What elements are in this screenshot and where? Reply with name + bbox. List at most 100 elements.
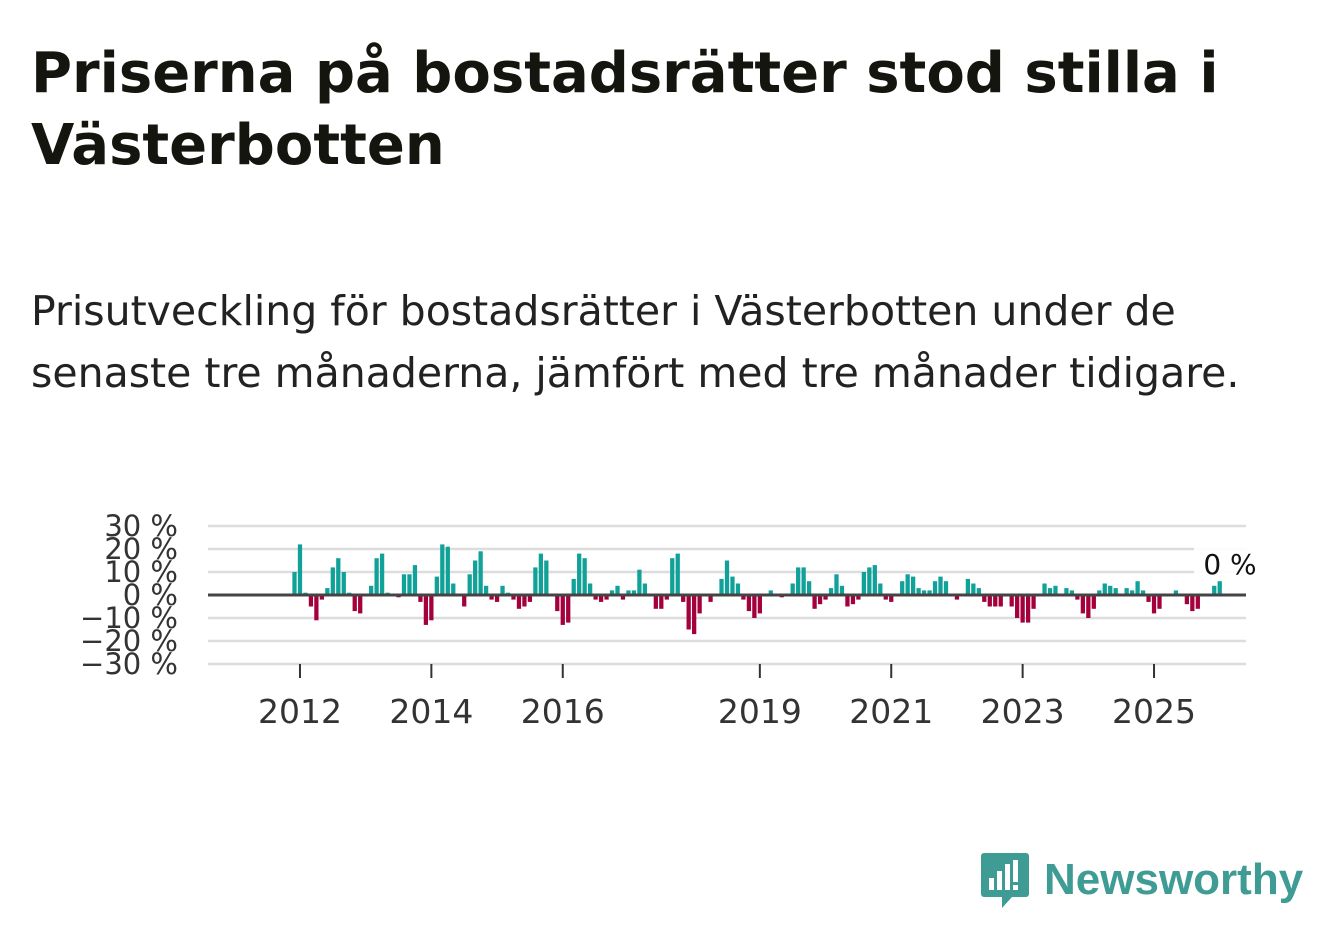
bars <box>292 544 1222 635</box>
bar <box>538 553 543 595</box>
bar <box>1075 595 1080 600</box>
bar <box>856 595 861 600</box>
bar <box>1091 595 1096 609</box>
bar <box>746 595 752 612</box>
bar <box>1020 595 1025 623</box>
bar <box>943 581 949 595</box>
bar <box>796 567 801 595</box>
bar <box>516 595 522 609</box>
bar <box>604 595 609 600</box>
bar <box>352 595 357 612</box>
bar <box>735 583 741 595</box>
bar <box>954 595 960 600</box>
bar <box>1184 595 1190 605</box>
bar <box>544 560 549 595</box>
bar <box>1042 583 1047 595</box>
bar <box>451 583 456 595</box>
bar <box>861 572 867 595</box>
bar <box>358 595 363 614</box>
bar <box>637 569 642 595</box>
bar <box>582 558 587 595</box>
bar <box>1080 595 1085 614</box>
annotations: 0 % <box>1194 544 1266 581</box>
bar <box>708 595 713 602</box>
bar <box>1217 581 1222 595</box>
bar <box>587 583 593 595</box>
bar <box>478 551 483 595</box>
bar <box>801 567 806 595</box>
bar <box>522 595 527 607</box>
bar <box>768 590 773 595</box>
bar <box>982 595 987 602</box>
bar <box>719 578 724 595</box>
bar <box>883 595 888 600</box>
bar <box>812 595 817 609</box>
bar <box>900 581 905 595</box>
bar <box>664 595 669 600</box>
y-tick-label: 30 % <box>104 509 178 543</box>
bar <box>319 595 325 600</box>
bar <box>730 576 735 595</box>
bar <box>823 595 828 600</box>
bar <box>330 567 335 595</box>
bar <box>1173 590 1179 595</box>
bar <box>1047 588 1053 595</box>
newsworthy-logo-text: Newsworthy <box>1044 855 1304 904</box>
bar <box>1212 585 1217 595</box>
x-tick-label: 2023 <box>981 692 1065 731</box>
bar <box>577 553 582 595</box>
bar <box>653 595 658 609</box>
chart-title: Priserna på bostadsrätter stod stilla i … <box>31 41 1219 178</box>
bar <box>1140 590 1146 595</box>
bar <box>1108 585 1113 595</box>
bar <box>555 595 560 612</box>
bar <box>615 585 620 595</box>
bar <box>473 560 478 595</box>
y-axis-labels: 30 %20 %10 %0 %−10 %−20 %−30 % <box>80 509 178 681</box>
bar <box>1113 588 1118 595</box>
bar <box>297 544 303 595</box>
bar <box>1135 581 1140 595</box>
bar <box>1190 595 1195 612</box>
bar <box>806 581 812 595</box>
bar <box>686 595 691 630</box>
bar <box>467 574 472 595</box>
bar <box>308 595 314 607</box>
bar <box>659 595 664 609</box>
newsworthy-logo: Newsworthy <box>980 848 1303 912</box>
bar <box>845 595 850 607</box>
bar <box>1102 583 1107 595</box>
bar <box>692 595 697 635</box>
bar <box>938 576 943 595</box>
bar <box>631 590 637 595</box>
bar <box>1195 595 1200 609</box>
bar <box>724 560 730 595</box>
bar <box>927 590 932 595</box>
bar <box>1009 595 1014 607</box>
bar <box>911 576 916 595</box>
bar <box>878 583 883 595</box>
x-tick-label: 2014 <box>389 692 473 731</box>
bar <box>418 595 423 602</box>
y-tick-label: 20 % <box>104 532 178 566</box>
newsworthy-logo-icon <box>981 853 1029 908</box>
bar <box>993 595 998 607</box>
bar <box>790 583 795 595</box>
bar <box>292 572 297 595</box>
bar <box>1015 595 1020 618</box>
bar <box>571 578 576 595</box>
bar <box>681 595 686 602</box>
x-tick-label: 2025 <box>1112 692 1196 731</box>
bar <box>609 590 615 595</box>
bar <box>620 595 626 600</box>
bar <box>401 574 407 595</box>
y-tick-label: −30 % <box>80 647 178 681</box>
last-value-label: 0 % <box>1203 548 1256 581</box>
bar <box>1031 595 1036 609</box>
chart-subtitle: Prisutveckling för bostadsrätter i Väste… <box>31 287 1240 397</box>
bar <box>752 595 757 618</box>
y-tick-label: 10 % <box>104 555 178 589</box>
bar <box>839 585 845 595</box>
bar <box>500 585 505 595</box>
bar <box>932 581 938 595</box>
